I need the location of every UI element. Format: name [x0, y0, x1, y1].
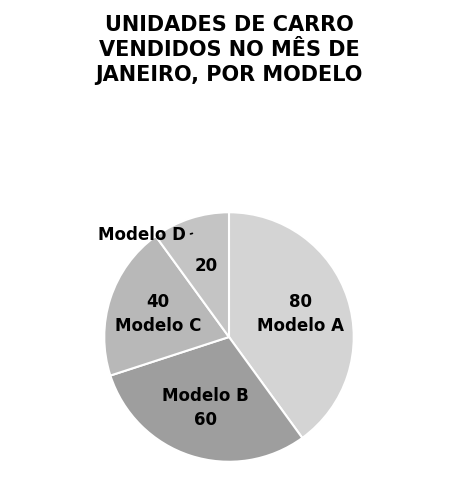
Text: Modelo D: Modelo D: [98, 226, 186, 244]
Wedge shape: [156, 212, 229, 337]
Wedge shape: [104, 236, 229, 376]
Wedge shape: [229, 212, 354, 438]
Text: Modelo B
60: Modelo B 60: [163, 387, 249, 429]
Text: 20: 20: [194, 257, 218, 275]
Text: 80
Modelo A: 80 Modelo A: [256, 293, 344, 334]
Text: 40
Modelo C: 40 Modelo C: [114, 293, 201, 334]
Text: UNIDADES DE CARRO
VENDIDOS NO MÊS DE
JANEIRO, POR MODELO: UNIDADES DE CARRO VENDIDOS NO MÊS DE JAN…: [95, 15, 363, 85]
Wedge shape: [110, 337, 302, 462]
